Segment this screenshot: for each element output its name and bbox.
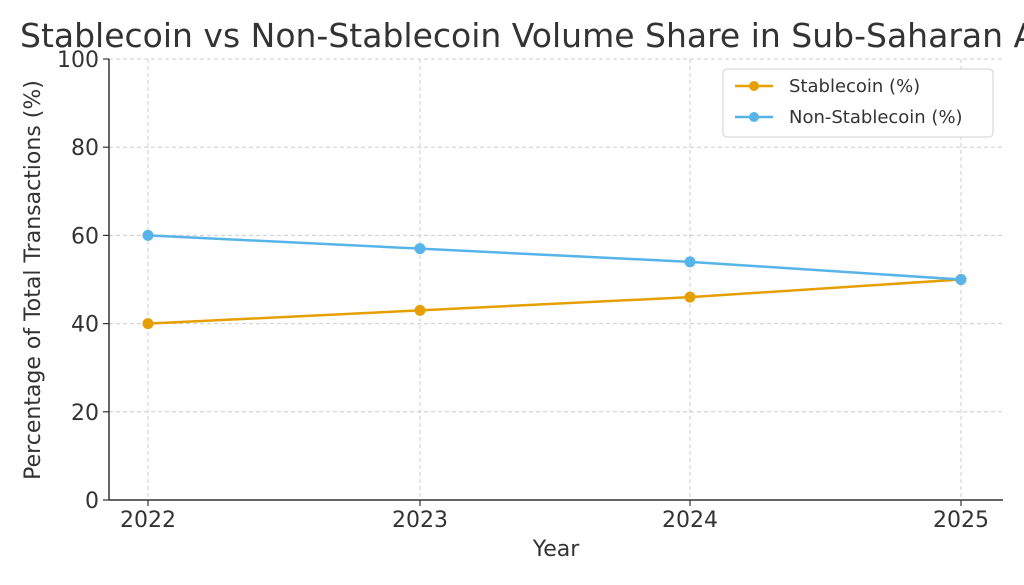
legend-marker-non-stablecoin (749, 112, 759, 122)
data-point-non-stablecoin (414, 243, 426, 255)
y-tick-label: 0 (85, 489, 99, 514)
series-line-non-stablecoin (147, 234, 962, 281)
y-ticks: 0 20 40 60 80 100 (57, 48, 109, 514)
legend-label-non-stablecoin: Non-Stablecoin (%) (789, 107, 963, 128)
data-point-stablecoin (684, 291, 696, 303)
x-tick-label: 2023 (392, 508, 448, 533)
data-point-non-stablecoin (684, 256, 696, 268)
data-point-stablecoin (142, 318, 154, 330)
x-tick-label: 2022 (120, 508, 176, 533)
grid (109, 58, 1003, 500)
x-tick-label: 2024 (662, 508, 718, 533)
x-axis-label: Year (532, 537, 581, 562)
chart-title: Stablecoin vs Non-Stablecoin Volume Shar… (20, 16, 1024, 55)
data-point-stablecoin (414, 304, 426, 316)
y-tick-label: 20 (71, 401, 99, 426)
y-tick-label: 60 (71, 224, 99, 249)
y-tick-label: 100 (57, 48, 99, 73)
y-tick-label: 80 (71, 136, 99, 161)
x-tick-label: 2025 (933, 508, 989, 533)
series-layer (142, 229, 967, 330)
axes (108, 59, 1003, 501)
y-tick-label: 40 (71, 313, 99, 338)
legend-box (722, 68, 994, 138)
series-line-stablecoin (147, 278, 962, 325)
x-ticks: 2022 2023 2024 2025 (120, 500, 989, 533)
legend-label-stablecoin: Stablecoin (%) (789, 76, 920, 97)
data-point-non-stablecoin (142, 229, 154, 241)
legend-marker-stablecoin (749, 81, 759, 91)
y-axis-label: Percentage of Total Transactions (%) (21, 80, 46, 480)
data-point-non-stablecoin (955, 274, 967, 285)
legend: Stablecoin (%) Non-Stablecoin (%) (722, 68, 994, 138)
